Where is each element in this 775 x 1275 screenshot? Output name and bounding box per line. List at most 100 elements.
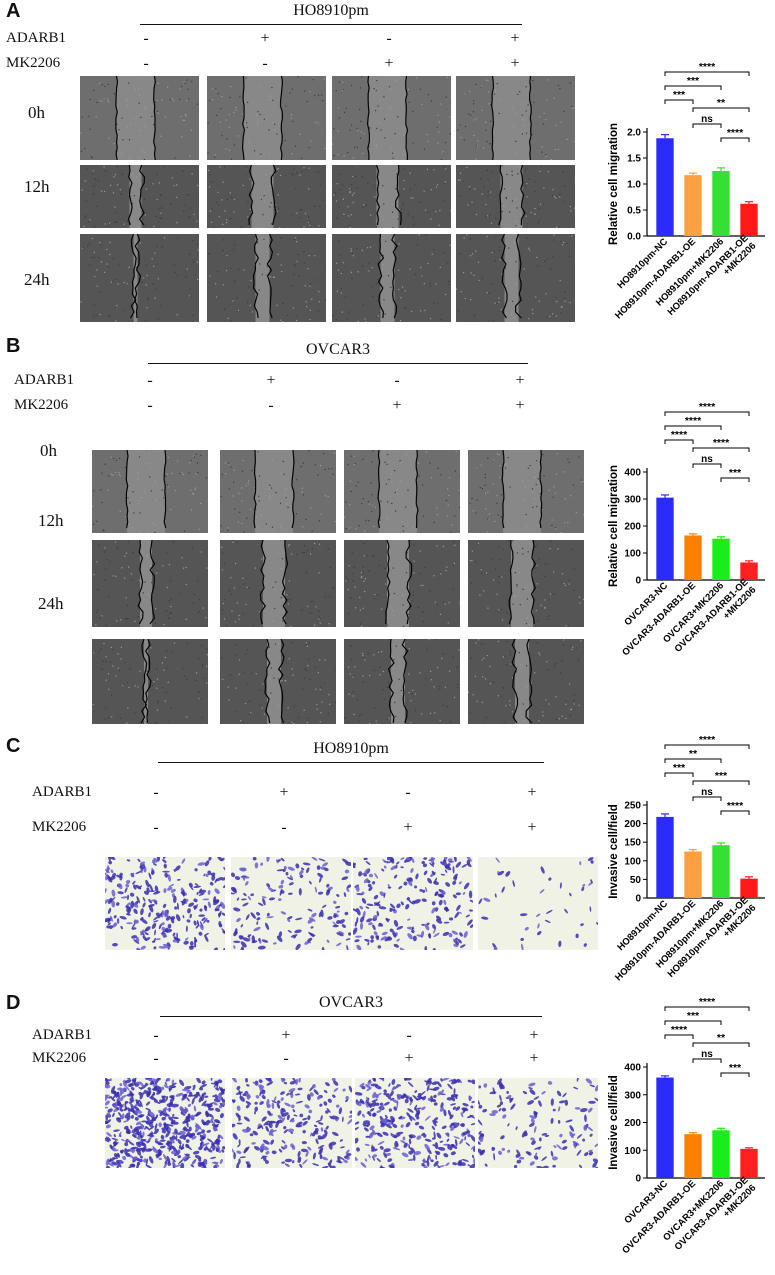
transwell-image (231, 857, 351, 950)
bar (712, 845, 729, 898)
y-tick-label: 0.0 (627, 232, 641, 243)
significance-label: **** (685, 415, 702, 427)
wound-healing-image (332, 165, 451, 228)
wound-healing-image (207, 234, 326, 322)
sign: - (274, 819, 294, 837)
sign: - (146, 819, 166, 837)
y-tick-label: 100 (624, 549, 641, 560)
sign: - (276, 1050, 296, 1068)
significance-label: ** (689, 748, 698, 760)
sign: + (524, 1050, 544, 1068)
y-tick-label: 400 (624, 1063, 641, 1074)
sign: - (140, 372, 160, 390)
bar (712, 539, 729, 580)
wound-healing-image (468, 540, 584, 627)
wound-healing-image (220, 639, 336, 724)
wound-healing-image (456, 165, 575, 228)
y-tick-label: 0 (635, 894, 641, 905)
transwell-image (232, 1078, 352, 1168)
significance-label: *** (687, 75, 700, 87)
wound-healing-image (220, 450, 336, 533)
sign: + (510, 397, 530, 415)
time-label-0h: 0h (40, 441, 57, 461)
y-axis-label: Invasive cell/field (608, 804, 620, 899)
cell-line-title: HO8910pm (158, 740, 544, 758)
wound-healing-image (332, 234, 451, 322)
title-rule (148, 363, 528, 364)
time-label-0h: 0h (28, 103, 45, 123)
sign: + (274, 784, 294, 802)
y-tick-label: 150 (624, 838, 641, 849)
title-rule (140, 24, 522, 25)
sign: + (387, 397, 407, 415)
y-axis-label: Relative cell migration (608, 465, 620, 587)
significance-label: *** (729, 467, 742, 479)
bar (656, 1078, 673, 1178)
sign: + (522, 784, 542, 802)
sign: - (387, 372, 407, 390)
significance-label: ** (717, 1032, 726, 1044)
row-label-adarb1: ADARB1 (32, 784, 92, 801)
panel-label: D (6, 992, 20, 1015)
bar (656, 817, 673, 898)
transwell-image (105, 857, 225, 950)
significance-label: ns (701, 1049, 713, 1060)
wound-healing-image (332, 76, 451, 160)
sign: - (399, 1027, 419, 1045)
y-tick-label: 2.0 (627, 128, 641, 139)
y-tick-label: 300 (624, 495, 641, 506)
significance-label: **** (671, 429, 688, 441)
sign: - (136, 55, 156, 73)
significance-label: *** (729, 1062, 742, 1074)
bar (712, 1130, 729, 1178)
y-axis-label: Relative cell migration (608, 123, 620, 245)
time-label-24h: 24h (38, 594, 64, 614)
transwell-image (105, 1078, 225, 1168)
panel-label: B (6, 335, 20, 358)
y-tick-label: 250 (624, 801, 641, 812)
significance-label: ns (701, 787, 713, 798)
row-label-adarb1: ADARB1 (14, 372, 74, 389)
sign: - (261, 397, 281, 415)
y-tick-label: 200 (624, 522, 641, 533)
panel-a: A HO8910pm ADARB1 MK2206 - + - + - - + +… (0, 0, 775, 330)
sign: - (136, 30, 156, 48)
significance-label: **** (671, 1024, 688, 1036)
significance-label: **** (727, 127, 744, 139)
sign: - (398, 784, 418, 802)
bar (712, 171, 729, 236)
panel-label: A (6, 0, 20, 23)
bar (684, 1134, 701, 1178)
panel-label: C (6, 735, 20, 758)
sign: + (379, 55, 399, 73)
sign: - (255, 55, 275, 73)
significance-label: ns (701, 454, 713, 465)
wound-healing-image (207, 76, 326, 160)
transwell-image (355, 1078, 475, 1168)
sign: + (399, 1050, 419, 1068)
sign: - (146, 1050, 166, 1068)
y-tick-label: 50 (630, 875, 642, 886)
cell-line-title: HO8910pm (140, 2, 522, 20)
time-label-12h: 12h (38, 511, 64, 531)
sign: + (398, 819, 418, 837)
sign: + (522, 819, 542, 837)
time-label-12h: 12h (24, 177, 50, 197)
wound-healing-image (92, 450, 208, 533)
significance-label: ** (717, 97, 726, 109)
wound-healing-image (468, 450, 584, 533)
sign: - (146, 1027, 166, 1045)
panel-b: B OVCAR3 ADARB1 MK2206 - + - + - - + + 0… (0, 335, 775, 730)
bar (684, 175, 701, 236)
significance-label: **** (727, 800, 744, 812)
row-label-adarb1: ADARB1 (6, 30, 66, 47)
panel-c: C HO8910pm ADARB1 MK2206 - + - + - - + +… (0, 735, 775, 990)
cell-line-title: OVCAR3 (160, 994, 542, 1012)
wound-healing-image (80, 165, 199, 228)
significance-label: *** (715, 770, 728, 782)
y-axis-label: Invasive cell/field (608, 1075, 620, 1170)
bar (656, 138, 673, 236)
